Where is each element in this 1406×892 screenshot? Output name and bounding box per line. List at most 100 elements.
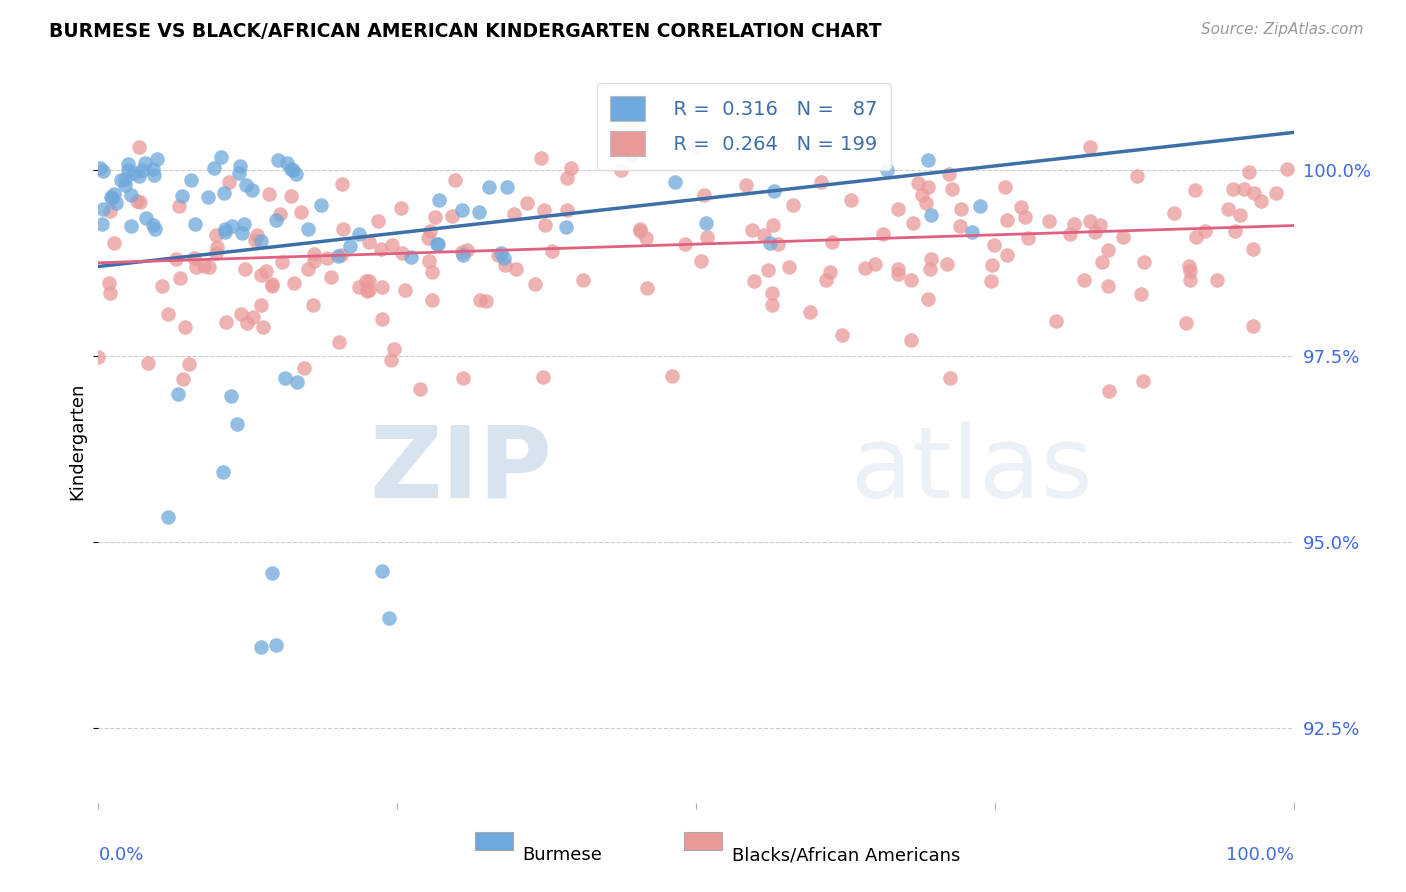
Point (252, 320, 274, 334)
Point (1011, 200, 1033, 214)
Point (915, 196, 938, 211)
Point (872, 227, 894, 241)
Point (903, 216, 925, 230)
Point (693, 188, 716, 202)
Point (1163, 206, 1185, 220)
Text: BURMESE VS BLACK/AFRICAN AMERICAN KINDERGARTEN CORRELATION CHART: BURMESE VS BLACK/AFRICAN AMERICAN KINDER… (49, 22, 882, 41)
Point (887, 202, 910, 217)
Point (494, 258, 516, 272)
Point (950, 202, 973, 216)
Point (1229, 208, 1251, 222)
Point (285, 167, 308, 181)
Point (1185, 229, 1208, 244)
Point (917, 292, 939, 306)
Point (1223, 224, 1246, 238)
Point (129, 194, 152, 209)
Point (250, 268, 273, 283)
Point (695, 216, 717, 230)
Point (212, 186, 235, 200)
Point (451, 202, 474, 217)
Point (554, 219, 576, 234)
Point (634, 231, 657, 245)
Point (204, 161, 226, 175)
Bar (475, 831, 513, 850)
Point (419, 224, 441, 238)
Text: 0.0%: 0.0% (98, 847, 143, 864)
Point (683, 140, 706, 154)
Point (128, 140, 150, 154)
Point (636, 281, 658, 295)
Point (969, 199, 991, 213)
Point (180, 173, 202, 187)
Point (211, 465, 233, 479)
Point (356, 274, 378, 288)
Point (1175, 316, 1198, 330)
Point (981, 258, 1004, 272)
Point (193, 259, 215, 273)
Point (628, 224, 651, 238)
Point (359, 235, 381, 249)
Text: ZIP: ZIP (370, 422, 553, 519)
Point (1132, 374, 1154, 388)
Point (661, 368, 683, 383)
Point (917, 180, 939, 194)
Point (380, 352, 402, 367)
Point (664, 175, 686, 189)
Point (114, 178, 136, 192)
Text: Burmese: Burmese (523, 847, 603, 864)
Point (531, 369, 554, 384)
Point (853, 260, 876, 275)
Point (146, 153, 169, 167)
Point (1078, 140, 1101, 154)
Point (142, 161, 165, 176)
Point (170, 188, 193, 202)
Point (759, 236, 782, 251)
Point (276, 156, 298, 170)
Point (450, 245, 472, 260)
Point (768, 236, 790, 251)
Point (489, 246, 512, 260)
Point (120, 219, 142, 234)
Point (468, 205, 491, 219)
Point (250, 298, 273, 312)
Point (309, 197, 332, 211)
Point (205, 240, 228, 254)
Point (1098, 384, 1121, 399)
Point (339, 238, 361, 252)
Point (907, 176, 929, 190)
Point (918, 262, 941, 277)
Point (496, 179, 519, 194)
Point (1250, 194, 1272, 208)
Point (266, 638, 288, 652)
Point (761, 285, 783, 300)
Point (231, 307, 253, 321)
Point (610, 162, 633, 177)
Point (186, 260, 208, 274)
Point (138, 356, 160, 370)
Point (420, 264, 443, 278)
Point (228, 166, 250, 180)
Point (983, 238, 1005, 252)
Point (418, 253, 440, 268)
Point (917, 153, 939, 167)
Point (949, 219, 972, 234)
Point (184, 217, 207, 231)
Point (91, 202, 114, 216)
Point (409, 383, 432, 397)
Point (451, 248, 474, 262)
Point (157, 510, 180, 524)
Point (232, 217, 254, 231)
Point (426, 237, 449, 252)
Point (135, 211, 157, 226)
Point (839, 193, 862, 207)
Point (560, 161, 582, 176)
Point (1239, 165, 1261, 179)
Point (530, 151, 553, 165)
Point (1091, 255, 1114, 269)
Point (799, 304, 821, 318)
Point (818, 265, 841, 279)
Point (150, 278, 173, 293)
Point (100, 190, 122, 204)
Point (280, 189, 302, 203)
Point (516, 196, 538, 211)
